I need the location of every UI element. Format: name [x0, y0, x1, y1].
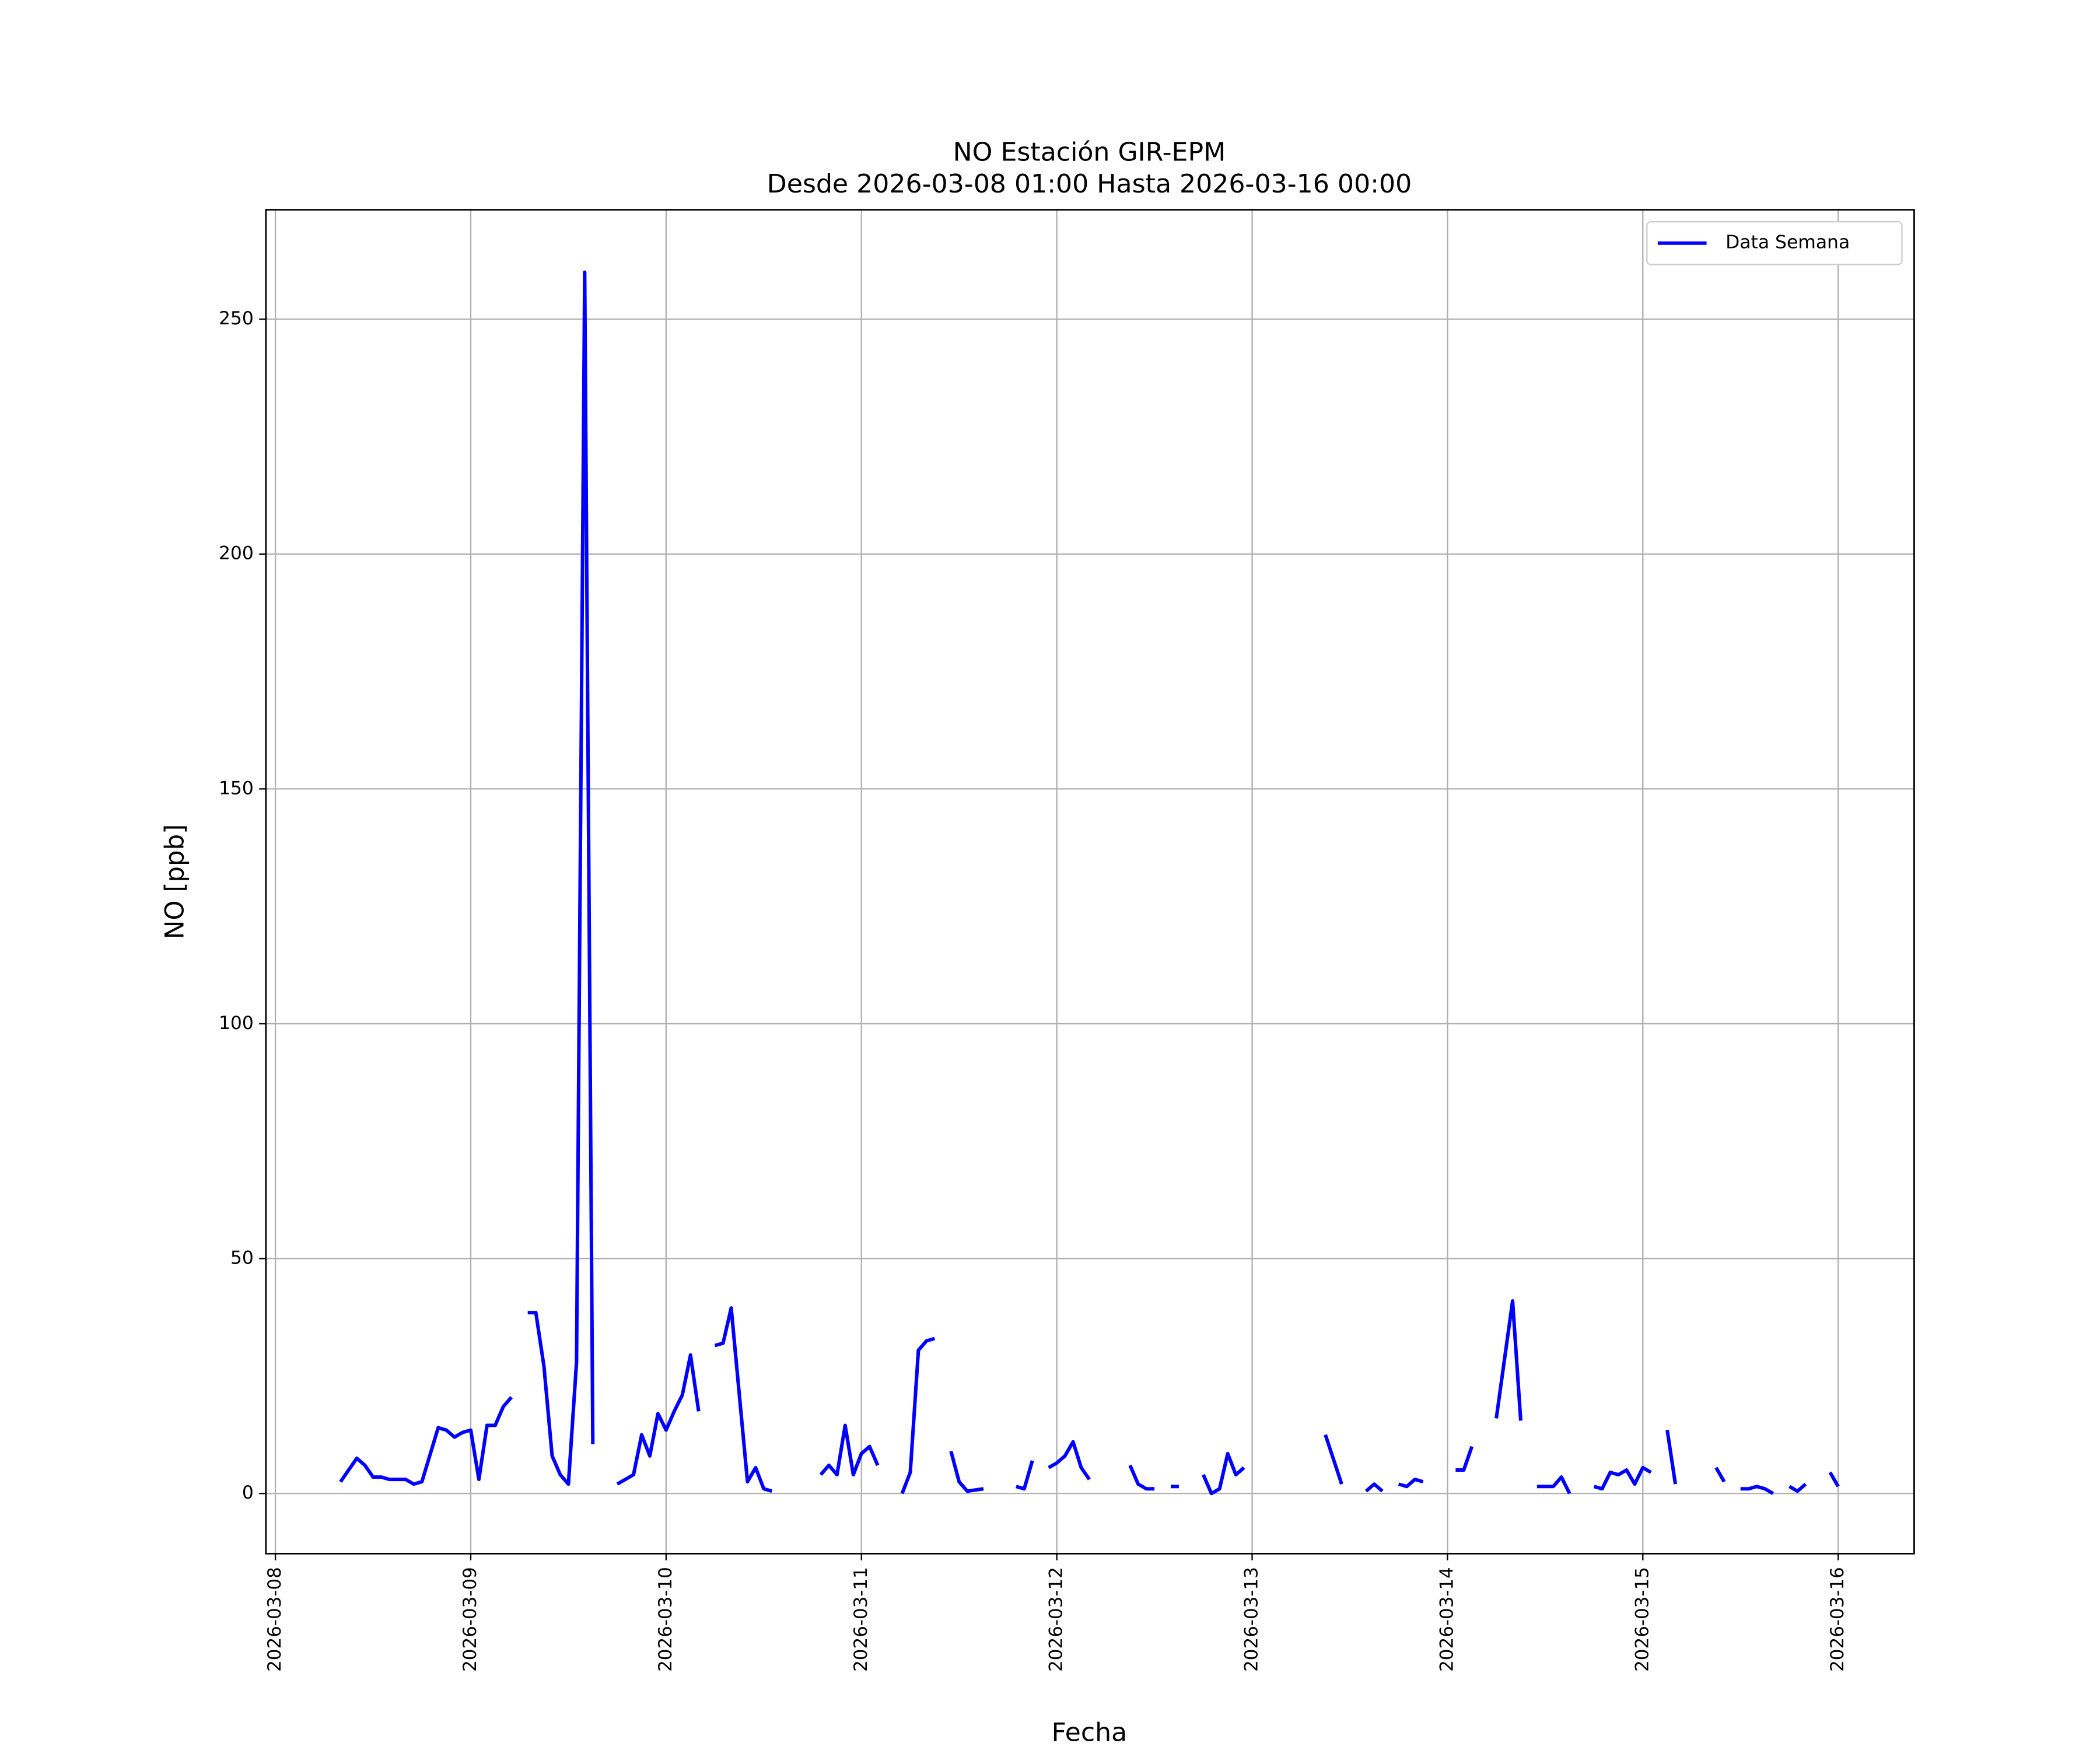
y-tick-label: 150: [219, 778, 254, 799]
x-tick-label: 2026-03-09: [460, 1567, 481, 1672]
x-tick-label: 2026-03-10: [655, 1567, 676, 1672]
y-tick-label: 200: [219, 543, 254, 564]
data-line: [339, 270, 1840, 1496]
y-tick-label: 250: [219, 308, 254, 329]
legend-label: Data Semana: [1726, 232, 1850, 253]
x-axis-label: Fecha: [1052, 1718, 1128, 1748]
y-axis-label: NO [ppb]: [160, 824, 190, 939]
y-tick-label: 0: [242, 1482, 254, 1503]
x-tick-label: 2026-03-12: [1045, 1567, 1066, 1672]
y-tick-label: 100: [219, 1013, 254, 1034]
y-tick-label: 50: [230, 1248, 254, 1269]
legend-box: [1646, 221, 1903, 265]
x-tick-label: 2026-03-08: [264, 1567, 285, 1672]
x-tick-label: 2026-03-14: [1436, 1567, 1457, 1672]
x-tick-label: 2026-03-13: [1241, 1567, 1262, 1672]
chart-subtitle: Desde 2026-03-08 01:00 Hasta 2026-03-16 …: [767, 170, 1412, 200]
x-tick-label: 2026-03-11: [850, 1567, 872, 1672]
plot-frame: [265, 209, 1915, 1555]
chart-title: NO Estación GIR-EPM: [953, 138, 1226, 167]
x-tick-label: 2026-03-15: [1632, 1567, 1653, 1672]
x-tick-label: 2026-03-16: [1827, 1567, 1848, 1672]
